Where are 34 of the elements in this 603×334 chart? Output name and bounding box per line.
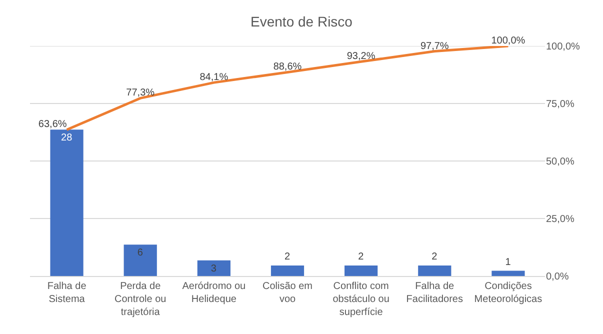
x-tick-label: Falha de Sistema xyxy=(47,281,87,305)
data-label: 28 xyxy=(61,132,73,144)
bar xyxy=(492,270,525,276)
text: 25,0% xyxy=(546,214,574,225)
bar xyxy=(344,266,378,276)
text: 75,0% xyxy=(546,99,574,110)
bar xyxy=(197,260,230,276)
data-label: 2 xyxy=(284,252,290,263)
data-label: 93,2% xyxy=(346,51,376,62)
data-label: 100,0% xyxy=(491,36,526,46)
bar xyxy=(124,244,157,276)
data-label: 77,3% xyxy=(126,88,155,99)
data-label: 88,6% xyxy=(273,62,302,73)
data-label: 97,7% xyxy=(420,40,449,52)
data-label: 2 xyxy=(432,252,438,263)
text: 0,0% xyxy=(546,272,569,282)
x-tick-label: Aeródromo ou Helideque xyxy=(182,281,246,305)
data-label: 2 xyxy=(358,252,364,263)
data-label: 6 xyxy=(137,248,144,259)
x-tick-label: Condições Meteorológicas xyxy=(474,281,542,305)
text: 100,0% xyxy=(546,42,580,52)
bar xyxy=(418,266,452,276)
text: 50,0% xyxy=(546,156,574,168)
x-tick-label: Conflito com obstáculo ou superfície xyxy=(332,281,390,318)
x-tick-label: Falha de Facilitadores xyxy=(406,281,463,305)
data-label: 63,6% xyxy=(38,119,67,130)
data-label: 84,1% xyxy=(200,72,228,84)
data-label: 1 xyxy=(505,256,512,268)
bar xyxy=(50,130,84,276)
data-label: 3 xyxy=(210,263,217,274)
x-tick-label: Perda de Controle ou trajetória xyxy=(114,281,166,318)
chart-title: Evento de Risco xyxy=(250,14,353,30)
bar xyxy=(270,266,304,276)
x-tick-label: Colisão em voo xyxy=(262,281,313,305)
